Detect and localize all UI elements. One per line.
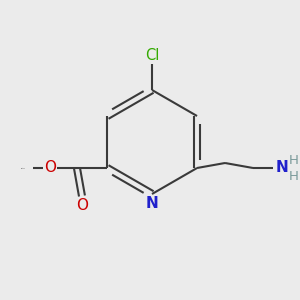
Text: Cl: Cl — [145, 47, 159, 62]
Text: N: N — [146, 196, 158, 211]
Text: methyl: methyl — [20, 167, 26, 169]
Text: H: H — [289, 169, 299, 182]
Text: O: O — [76, 197, 88, 212]
Text: H: H — [289, 154, 299, 167]
Text: O: O — [44, 160, 56, 175]
Text: N: N — [276, 160, 288, 175]
